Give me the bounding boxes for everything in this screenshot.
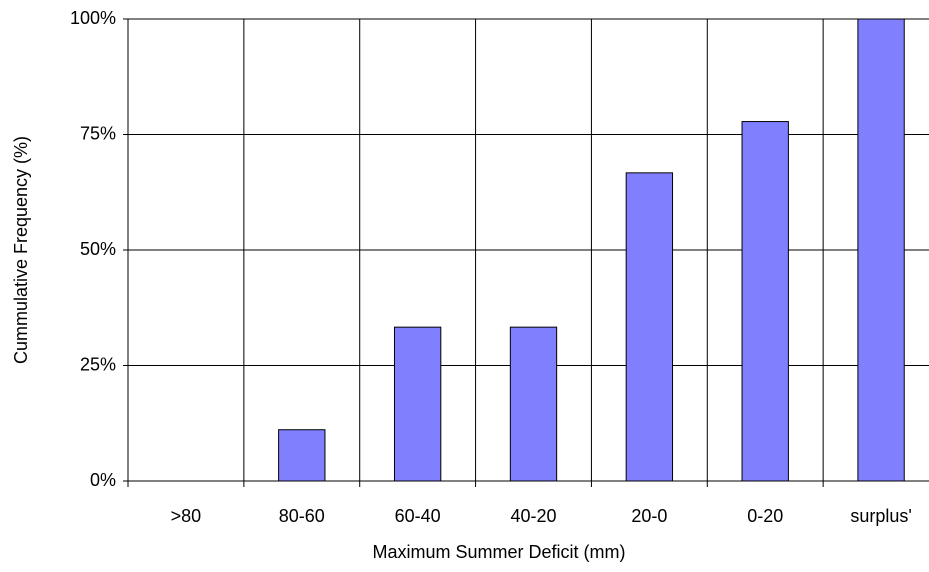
y-tick-label: 100% bbox=[70, 8, 116, 28]
bar bbox=[741, 121, 789, 482]
y-tick-label: 25% bbox=[80, 354, 116, 374]
x-tick-label: surplus' bbox=[850, 506, 911, 526]
y-axis-title: Cummulative Frequency (%) bbox=[11, 136, 31, 364]
y-tick-label: 50% bbox=[80, 239, 116, 259]
bar bbox=[278, 429, 326, 482]
x-tick-label: 20-0 bbox=[631, 506, 667, 526]
y-tick-label: 0% bbox=[90, 470, 116, 490]
y-tick-label: 75% bbox=[80, 123, 116, 143]
x-tick-label: 60-40 bbox=[395, 506, 441, 526]
bar bbox=[625, 172, 674, 482]
bar bbox=[393, 326, 442, 482]
x-axis-title: Maximum Summer Deficit (mm) bbox=[372, 542, 625, 562]
x-tick-label: >80 bbox=[171, 506, 202, 526]
x-tick-label: 40-20 bbox=[510, 506, 556, 526]
x-tick-label: 80-60 bbox=[279, 506, 325, 526]
x-tick-label: 0-20 bbox=[747, 506, 783, 526]
bar bbox=[509, 326, 558, 482]
bar bbox=[857, 18, 905, 482]
